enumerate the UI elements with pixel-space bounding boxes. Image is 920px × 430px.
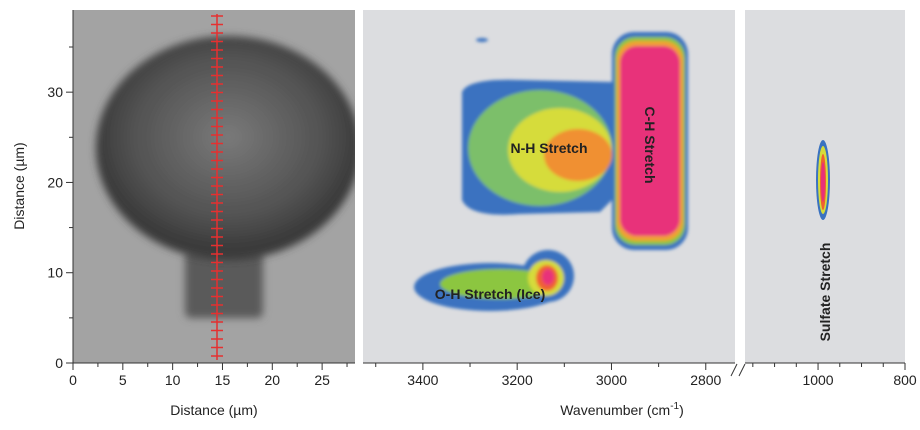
optical-image (73, 10, 355, 363)
oh-band (414, 250, 574, 311)
annotation: Sulfate Stretch (817, 243, 833, 342)
scan-line (211, 14, 223, 360)
x-tick-label: 3400 (407, 372, 438, 388)
annotation: O-H Stretch (Ice) (435, 286, 545, 302)
sulfate-band (816, 140, 830, 220)
x-tick-label: 15 (215, 372, 231, 388)
x-tick-label: 1000 (802, 372, 833, 388)
x-tick-label: 2800 (690, 372, 721, 388)
x-tick-label: 20 (265, 372, 281, 388)
x-tick-label: 10 (165, 372, 181, 388)
axis-break (730, 363, 746, 377)
y-tick-label: 20 (47, 174, 63, 190)
x-tick-label: 800 (893, 372, 917, 388)
y-tick-label: 10 (47, 265, 63, 281)
label-superscript: -1 (670, 401, 679, 412)
x-axis-label: Wavenumber (cm-1) (560, 401, 684, 418)
y-tick-label: 0 (55, 355, 63, 371)
annotation: N-H Stretch (510, 140, 587, 156)
x-tick-label: 5 (119, 372, 127, 388)
x-axis-label: Distance (µm) (170, 402, 257, 418)
x-tick-label: 0 (69, 372, 77, 388)
x-tick-label: 25 (314, 372, 330, 388)
annotation: C-H Stretch (642, 106, 658, 183)
y-axis-label: Distance (µm) (11, 142, 27, 229)
label-suffix: ) (679, 402, 684, 418)
nh-band (462, 32, 688, 250)
label-text: Wavenumber (cm (560, 402, 670, 418)
x-tick-label: 3200 (502, 372, 533, 388)
x-tick-label: 3000 (596, 372, 627, 388)
y-tick-label: 30 (47, 84, 63, 100)
